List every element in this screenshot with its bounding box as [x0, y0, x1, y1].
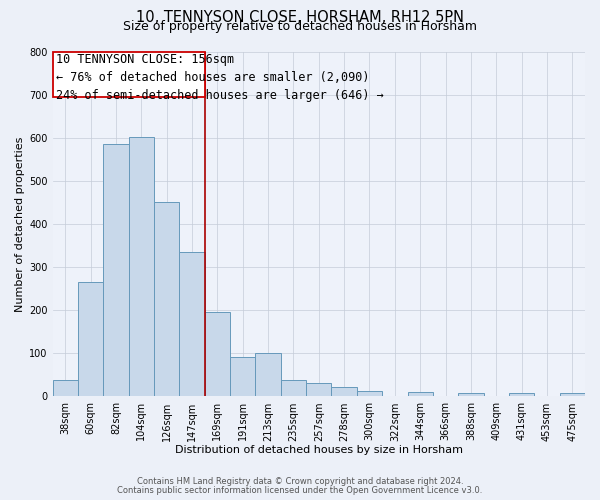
Text: Size of property relative to detached houses in Horsham: Size of property relative to detached ho…: [123, 20, 477, 33]
Bar: [458, 394, 484, 396]
Bar: [407, 392, 433, 396]
Text: 10 TENNYSON CLOSE: 156sqm
← 76% of detached houses are smaller (2,090)
24% of se: 10 TENNYSON CLOSE: 156sqm ← 76% of detac…: [56, 53, 384, 102]
Bar: [256, 354, 281, 397]
Bar: [205, 312, 230, 396]
Bar: [281, 380, 306, 396]
Text: Contains HM Land Registry data © Crown copyright and database right 2024.: Contains HM Land Registry data © Crown c…: [137, 477, 463, 486]
Bar: [560, 394, 585, 396]
Bar: [103, 144, 128, 397]
FancyBboxPatch shape: [53, 52, 205, 97]
Bar: [78, 282, 103, 397]
Text: 10, TENNYSON CLOSE, HORSHAM, RH12 5PN: 10, TENNYSON CLOSE, HORSHAM, RH12 5PN: [136, 10, 464, 25]
Bar: [128, 137, 154, 396]
X-axis label: Distribution of detached houses by size in Horsham: Distribution of detached houses by size …: [175, 445, 463, 455]
Text: Contains public sector information licensed under the Open Government Licence v3: Contains public sector information licen…: [118, 486, 482, 495]
Bar: [509, 394, 534, 396]
Bar: [230, 357, 256, 397]
Bar: [179, 252, 205, 396]
Bar: [154, 202, 179, 396]
Y-axis label: Number of detached properties: Number of detached properties: [15, 136, 25, 312]
Bar: [357, 392, 382, 396]
Bar: [331, 387, 357, 396]
Bar: [306, 382, 331, 396]
Bar: [53, 380, 78, 396]
